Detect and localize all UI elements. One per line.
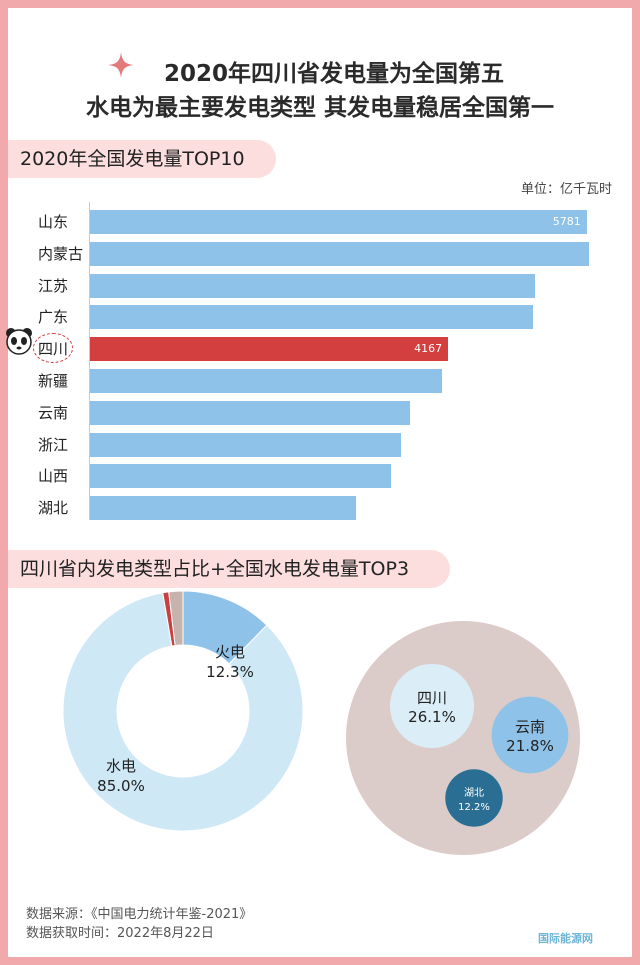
bar-新疆 [90,369,443,393]
bubble-label-value: 21.8% [506,737,554,755]
unit-label: 单位：亿千瓦时 [520,182,612,197]
bar-山西 [90,464,391,489]
source-note: 数据来源：《中国电力统计年鉴-2021》 [26,907,253,922]
section-title-types: 四川省内发电类型占比+全国水电发电量TOP3 [8,550,450,588]
bubble-label-name: 湖北 [464,787,484,799]
panda-icon [6,328,32,355]
category-label: 新疆 [38,372,69,390]
title-line-1: 2020年四川省发电量为全国第五 [163,61,504,87]
bubble-label-name: 四川 [417,689,447,707]
bar-广东 [90,305,533,330]
highlight-circle [33,333,73,363]
bar-浙江 [90,432,402,457]
category-label: 山西 [38,467,69,486]
donut-slice-火电 [182,590,268,665]
category-label: 广东 [38,308,69,327]
bubble-四川 [390,664,474,748]
section-title-top10: 2020年全国发电量TOP10 [8,140,276,178]
bar-四川: 4167 [90,337,449,362]
category-label: 山东 [38,213,69,231]
donut-label-name: 火电 [215,643,245,661]
title-line-2: 水电为最主要发电类型 其发电量稳居全国第一 [85,95,554,121]
bar-value-label: 4167 [414,342,443,356]
bar-axis [89,202,90,520]
category-label: 云南 [38,403,69,422]
category-label: 浙江 [38,435,69,454]
bubble-label-value: 26.1% [408,708,456,726]
bubble-label-name: 云南 [515,718,545,736]
sparkle-icon [108,52,134,78]
donut-slice-水电 [62,592,304,832]
bar-湖北 [90,496,356,521]
category-label: 江苏 [38,276,69,295]
category-label: 内蒙古 [38,244,84,263]
top-border [0,0,640,8]
watermark-logo: 国际能源网 [538,932,593,945]
bar-江苏 [90,273,536,298]
bar-山东: 5781 [90,210,587,234]
bar-云南 [90,400,410,425]
donut-label-value: 12.3% [206,663,254,681]
donut-label-value: 85.0% [97,777,145,795]
bubble-云南 [491,696,569,774]
category-label: 湖北 [38,499,69,518]
bar-value-label: 5781 [552,215,581,228]
bar-内蒙古 [90,241,590,266]
donut-label-name: 水电 [106,757,136,775]
date-note: 数据获取时间：2022年8月22日 [26,926,214,941]
bubble-label-value: 12.2% [458,802,490,813]
bubble-湖北 [445,769,503,827]
